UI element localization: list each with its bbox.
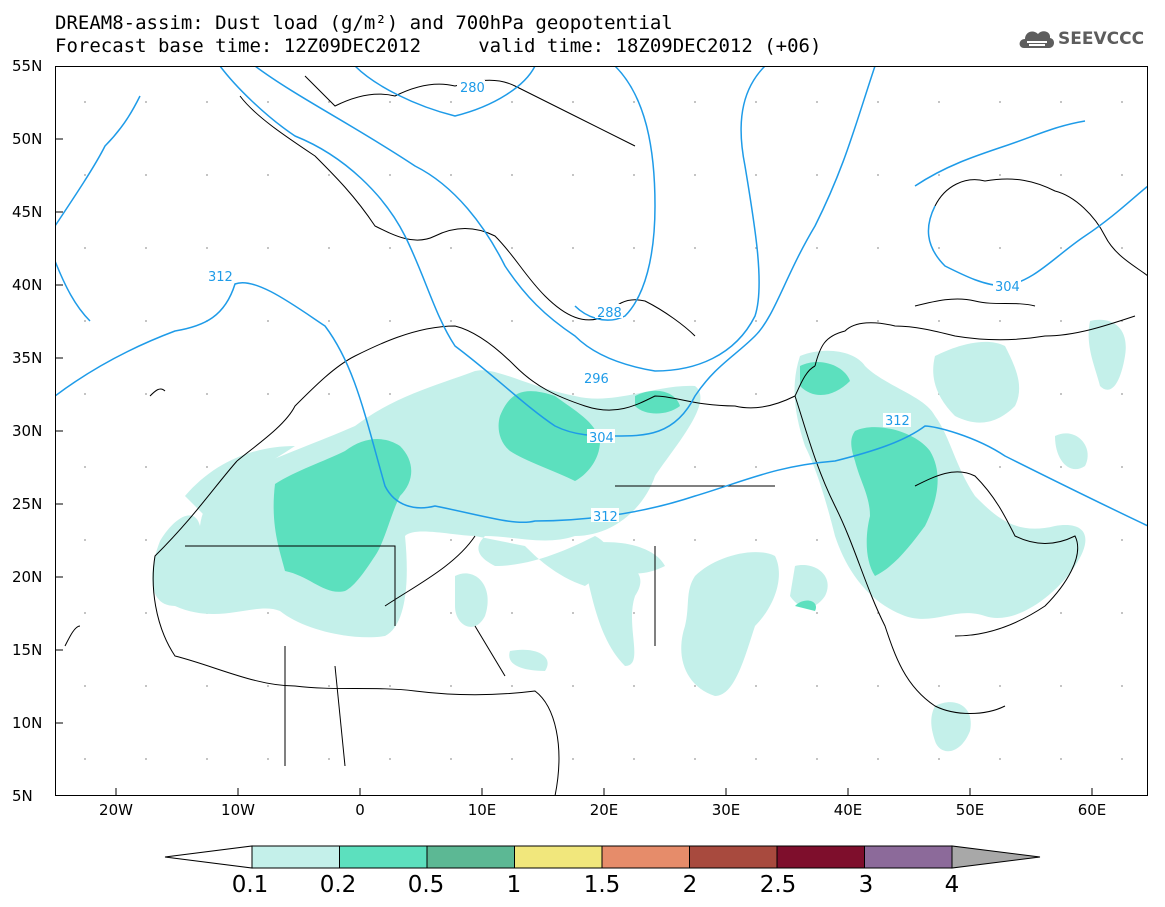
colorbar-cell [339, 845, 428, 869]
colorbar-label: 2.5 [759, 872, 797, 898]
lat-label: 45N [12, 203, 43, 221]
colorbar-cell [864, 845, 953, 869]
lon-label: 10E [467, 801, 497, 819]
cloud-logo-icon [1019, 31, 1055, 48]
lat-label: 35N [12, 349, 43, 367]
map-title: DREAM8-assim: Dust load (g/m²) and 700hP… [55, 12, 673, 34]
lon-label: 60E [1077, 801, 1107, 819]
colorbar-cell [514, 845, 603, 869]
colorbar-label: 2 [682, 872, 698, 898]
colorbar-label: 1 [506, 872, 522, 898]
colorbar-label: 3 [858, 872, 874, 898]
lat-label: 20N [12, 568, 43, 586]
lon-label: 30E [711, 801, 741, 819]
contour-label: 312 [885, 414, 910, 429]
axis-ticks [55, 66, 1093, 796]
colorbar-label: 0.1 [231, 872, 269, 898]
contour-label: 304 [995, 280, 1020, 295]
lat-label: 15N [12, 641, 43, 659]
dust-mid-areas [273, 361, 938, 611]
forecast-time: Forecast base time: 12Z09DEC2012 valid t… [55, 35, 822, 57]
lon-label: 20W [99, 801, 133, 819]
lat-label: 55N [12, 57, 43, 75]
lat-label: 10N [12, 714, 43, 732]
contour-label: 312 [593, 510, 618, 525]
lon-label: 20E [589, 801, 619, 819]
colorbar-cell [601, 845, 690, 869]
contour-label: 296 [584, 372, 609, 387]
coastlines [64, 75, 1148, 796]
contour-label: 288 [597, 306, 622, 321]
lon-label: 10W [221, 801, 255, 819]
contour-label: 312 [208, 270, 233, 285]
colorbar-cell [426, 845, 515, 869]
lat-label: 50N [12, 130, 43, 148]
logo-text: SEEVCCC [1058, 29, 1145, 49]
lon-label: 50E [955, 801, 985, 819]
colorbar-low-arrow [164, 845, 253, 869]
colorbar-label: 0.2 [319, 872, 357, 898]
lat-label: 5N [12, 787, 33, 805]
colorbar-cell [689, 845, 778, 869]
colorbar-cell [251, 845, 340, 869]
lon-label: 0 [355, 801, 365, 819]
dust-load-map: 312 280 288 296 304 312 312 304 [55, 66, 1148, 796]
colorbar-label: 4 [944, 872, 960, 898]
colorbar-cell [776, 845, 865, 869]
colorbar-label: 0.5 [407, 872, 445, 898]
lon-label: 40E [833, 801, 863, 819]
lat-label: 25N [12, 495, 43, 513]
seevccc-logo: SEEVCCC [1018, 26, 1144, 52]
lat-label: 40N [12, 276, 43, 294]
contour-label: 304 [589, 431, 614, 446]
colorbar-label: 1.5 [583, 872, 621, 898]
contour-label: 280 [460, 81, 485, 96]
colorbar-high-arrow [951, 845, 1041, 869]
lat-label: 30N [12, 422, 43, 440]
